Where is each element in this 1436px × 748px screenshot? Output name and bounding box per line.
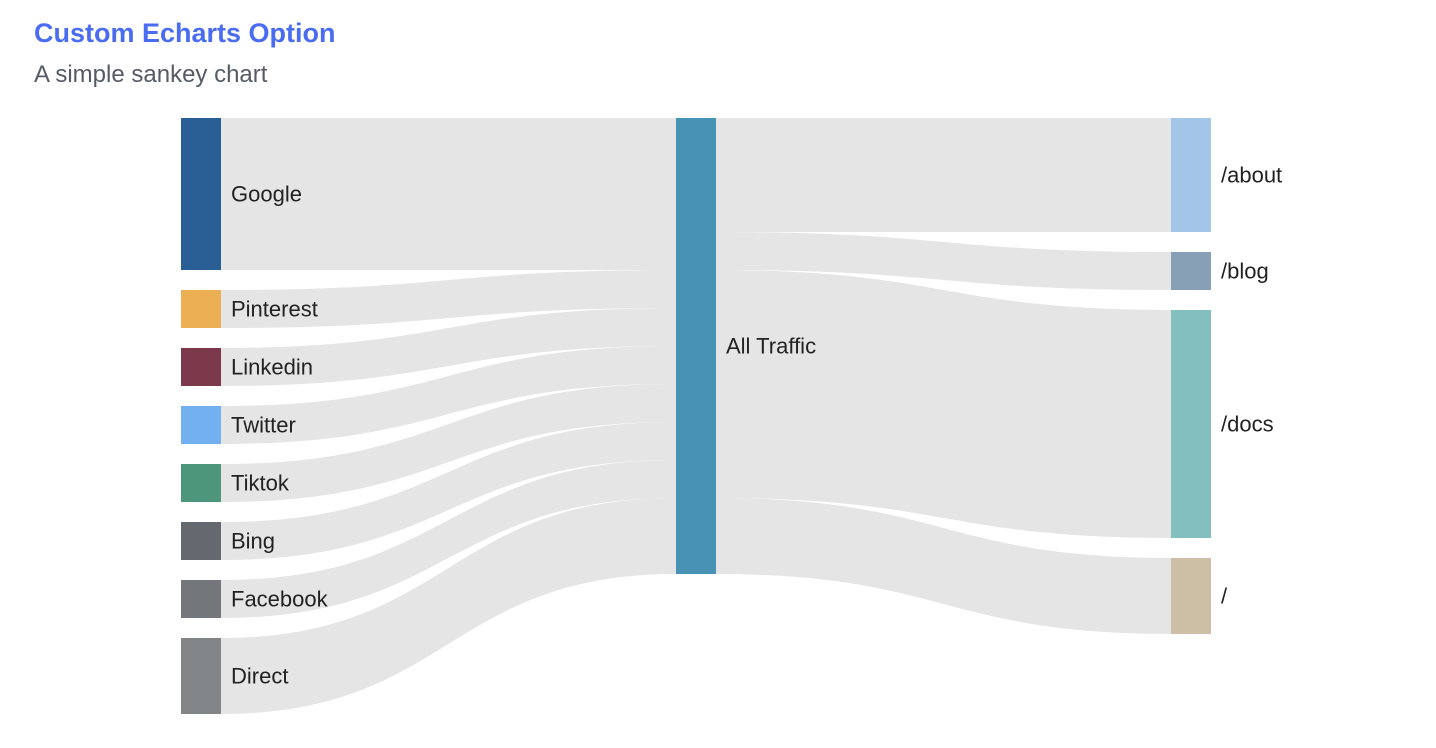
sankey-links	[221, 118, 1171, 714]
sankey-node-docs[interactable]	[1171, 310, 1211, 538]
sankey-node-bing[interactable]	[181, 522, 221, 560]
sankey-node-pinterest[interactable]	[181, 290, 221, 328]
sankey-node-about[interactable]	[1171, 118, 1211, 232]
sankey-link-alltraffic-about[interactable]	[716, 118, 1171, 232]
sankey-link-linkedin-alltraffic[interactable]	[221, 308, 676, 386]
sankey-link-google-alltraffic[interactable]	[221, 118, 676, 270]
sankey-node-label-docs: /docs	[1221, 412, 1274, 437]
sankey-node-label-about: /about	[1221, 163, 1282, 188]
sankey-node-label-bing: Bing	[231, 529, 275, 554]
sankey-node-twitter[interactable]	[181, 406, 221, 444]
sankey-node-linkedin[interactable]	[181, 348, 221, 386]
sankey-link-facebook-alltraffic[interactable]	[221, 460, 676, 618]
sankey-node-label-direct: Direct	[231, 664, 288, 689]
sankey-link-direct-alltraffic[interactable]	[221, 498, 676, 714]
sankey-link-alltraffic-blog[interactable]	[716, 232, 1171, 290]
sankey-link-bing-alltraffic[interactable]	[221, 422, 676, 560]
sankey-link-pinterest-alltraffic[interactable]	[221, 270, 676, 328]
sankey-node-label-blog: /blog	[1221, 259, 1269, 284]
sankey-node-label-facebook: Facebook	[231, 587, 329, 612]
sankey-labels: Google Pinterest Linkedin Twitter Tiktok Bing…	[231, 163, 1282, 689]
sankey-node-google[interactable]	[181, 118, 221, 270]
sankey-node-label-twitter: Twitter	[231, 413, 296, 438]
sankey-node-tiktok[interactable]	[181, 464, 221, 502]
sankey-node-label-tiktok: Tiktok	[231, 471, 290, 496]
sankey-node-blog[interactable]	[1171, 252, 1211, 290]
sankey-link-alltraffic-docs[interactable]	[716, 270, 1171, 538]
sankey-node-root[interactable]	[1171, 558, 1211, 634]
sankey-link-twitter-alltraffic[interactable]	[221, 346, 676, 444]
chart-subtitle: A simple sankey chart	[34, 61, 268, 88]
sankey-node-alltraffic[interactable]	[676, 118, 716, 574]
sankey-link-alltraffic-root[interactable]	[716, 498, 1171, 634]
sankey-nodes	[181, 118, 1211, 714]
sankey-node-label-alltraffic: All Traffic	[726, 334, 816, 359]
sankey-node-label-linkedin: Linkedin	[231, 355, 313, 380]
sankey-node-direct[interactable]	[181, 638, 221, 714]
sankey-node-label-root: /	[1221, 584, 1228, 609]
sankey-node-label-pinterest: Pinterest	[231, 297, 318, 322]
sankey-node-label-google: Google	[231, 182, 302, 207]
sankey-node-facebook[interactable]	[181, 580, 221, 618]
chart-title: Custom Echarts Option	[34, 18, 336, 48]
sankey-link-tiktok-alltraffic[interactable]	[221, 384, 676, 502]
